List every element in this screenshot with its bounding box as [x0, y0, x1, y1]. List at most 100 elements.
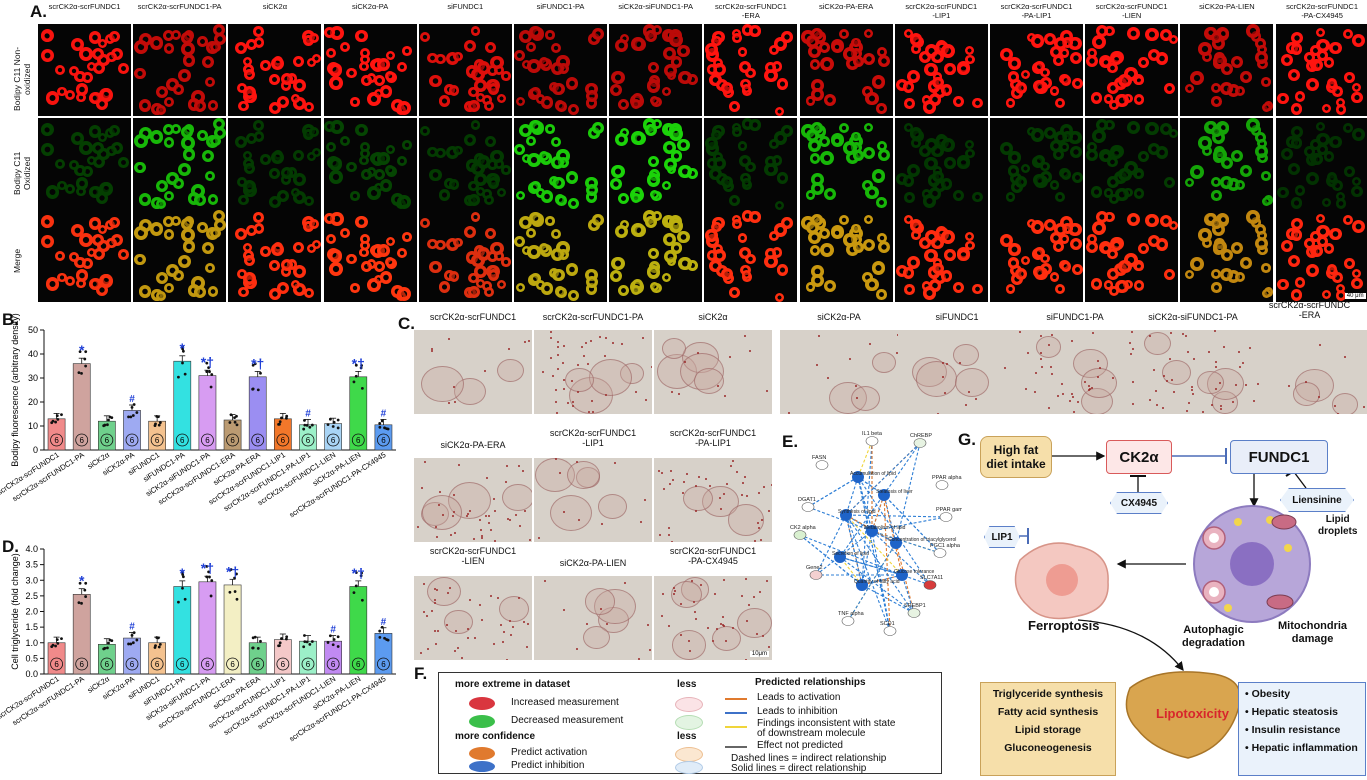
network-edge [871, 530, 891, 632]
network-node-label: ChREBP [910, 433, 932, 439]
cell-spot [1254, 223, 1267, 236]
cell-spot [871, 261, 886, 275]
cell-spot [1111, 239, 1123, 251]
cell-spot [324, 212, 336, 224]
cell-spot [1106, 82, 1119, 95]
cell-spot [253, 37, 265, 48]
lipid-dot [719, 623, 722, 626]
lipid-dot [426, 614, 429, 617]
cell-spot [521, 245, 531, 255]
micrograph-image [990, 24, 1083, 116]
cell-spot [1060, 75, 1072, 86]
cell-spot [739, 60, 752, 73]
cell-spot [1137, 56, 1150, 69]
network-edge [871, 494, 885, 532]
cell-spot [1323, 151, 1335, 162]
n-label: 6 [356, 660, 361, 669]
lipid-dot [736, 471, 739, 474]
lipid-dot [550, 356, 553, 359]
cell-spot [1106, 268, 1119, 281]
micrograph-image [609, 24, 703, 116]
cell-spot [745, 253, 756, 264]
cell-spot [712, 57, 724, 69]
cell-spot [133, 40, 148, 55]
cell-spot [1108, 99, 1119, 110]
cell-spot [196, 36, 208, 48]
lipid-dot [576, 390, 579, 393]
significance-label: # [129, 394, 135, 405]
significance-label: # [305, 408, 311, 419]
cell-spot [309, 218, 320, 229]
lipid-dot [1077, 400, 1080, 403]
lipid-dot [1242, 362, 1245, 365]
cell-spot [260, 60, 271, 71]
cell-spot [677, 44, 690, 58]
cell-spot [811, 181, 825, 195]
lipid-dot [1210, 404, 1213, 407]
oil-red-tile-label: scrCK2α-scrFUNDC1 -PA-LIP1 [669, 428, 757, 448]
cell-spot [1304, 237, 1316, 249]
cell-spot [585, 275, 598, 288]
cell-spot [903, 122, 914, 133]
data-point [177, 375, 180, 379]
data-point [181, 570, 184, 574]
cell-spot [538, 150, 549, 161]
cell-spot [668, 127, 683, 142]
cell-spot [1254, 237, 1268, 251]
data-point [181, 347, 185, 351]
legend-solid: Solid lines = direct relationship [731, 763, 867, 774]
cell-spot [359, 141, 370, 152]
cell-spot [953, 96, 964, 108]
cell-spot [957, 156, 970, 169]
lipid-dot [453, 650, 456, 653]
y-axis-label: Cell triglyceride (fold change) [10, 553, 20, 670]
panel-f-legend: more extreme in dataset less Increased m… [438, 672, 942, 774]
cell-spot [749, 25, 761, 37]
cell-spot [1329, 227, 1342, 241]
cell-spot [728, 100, 740, 112]
cell-spot [1317, 50, 1328, 61]
cell-spot [737, 47, 747, 57]
lipid-dot [1073, 411, 1076, 414]
data-point [210, 373, 214, 376]
cell-outline [1197, 371, 1224, 394]
lipid-dot [423, 583, 426, 586]
lipid-dot [856, 396, 859, 399]
cell-spot [1344, 258, 1355, 269]
cell-spot [924, 156, 938, 170]
cell-spot [496, 279, 507, 290]
cell-spot [1033, 265, 1046, 278]
cell-spot [41, 142, 54, 156]
lipid-dot [1165, 379, 1168, 382]
cell-spot [1137, 242, 1150, 255]
network-edge [861, 574, 903, 586]
cell-spot [541, 96, 554, 109]
cell-spot [1352, 177, 1362, 187]
lipid-dot [1188, 402, 1191, 404]
cell-spot [468, 285, 481, 298]
cell-spot [526, 136, 537, 147]
cell-spot [155, 180, 168, 193]
panel-c-oil-red-grid: scrCK2α-scrFUNDC1 scrCK2α-scrFUNDC1-PA siC… [412, 312, 780, 676]
cell-spot [194, 194, 207, 207]
cell-spot [98, 224, 108, 234]
cell-spot [1071, 264, 1083, 276]
lipid-dot [1128, 341, 1131, 344]
cell-spot [40, 124, 53, 137]
cell-spot [1069, 145, 1083, 158]
cell-spot [1086, 54, 1099, 67]
n-circle [150, 657, 164, 671]
cell-spot [677, 138, 690, 152]
lipid-dot [575, 648, 578, 651]
lipid-dot [522, 621, 525, 624]
cell-spot [902, 175, 915, 187]
cell-spot [302, 35, 314, 47]
oil-red-tile-label: scrCK2α-scrFUNDC1 -LIP1 [549, 428, 637, 448]
data-point [130, 405, 134, 409]
cell-spot [824, 93, 837, 106]
network-gene-node [809, 570, 823, 580]
cell-spot [631, 187, 643, 199]
micrograph-image [133, 210, 227, 302]
cell-spot [527, 59, 541, 73]
